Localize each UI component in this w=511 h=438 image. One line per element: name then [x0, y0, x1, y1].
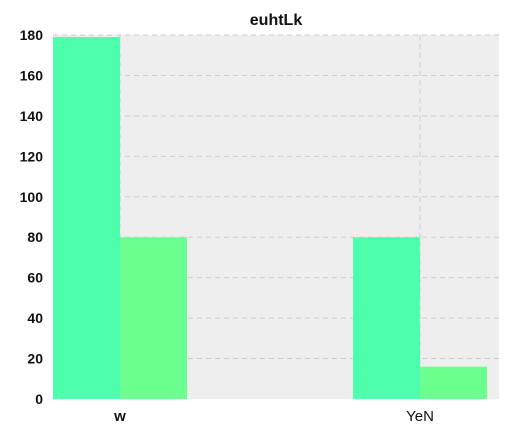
x-tick-label: w — [113, 408, 126, 425]
x-axis-ticks: w YeN — [113, 408, 434, 425]
bar — [353, 237, 420, 399]
x-tick-label: YeN — [406, 408, 434, 425]
bar — [420, 366, 487, 399]
bars — [53, 37, 487, 400]
y-tick-label: 120 — [20, 148, 44, 164]
y-tick-label: 80 — [27, 229, 43, 245]
y-tick-label: 20 — [27, 351, 43, 367]
chart-title: euhtLk — [250, 12, 303, 29]
y-tick-label: 140 — [20, 108, 44, 124]
y-tick-label: 100 — [20, 189, 44, 205]
y-tick-label: 180 — [20, 27, 44, 43]
y-tick-label: 0 — [35, 391, 43, 407]
y-axis-ticks: 0 20 40 60 80 100 120 140 160 180 — [20, 27, 44, 407]
y-tick-label: 40 — [27, 310, 43, 326]
y-tick-label: 60 — [27, 270, 43, 286]
bar — [53, 37, 120, 400]
y-tick-label: 160 — [20, 67, 44, 83]
bar — [120, 237, 187, 399]
